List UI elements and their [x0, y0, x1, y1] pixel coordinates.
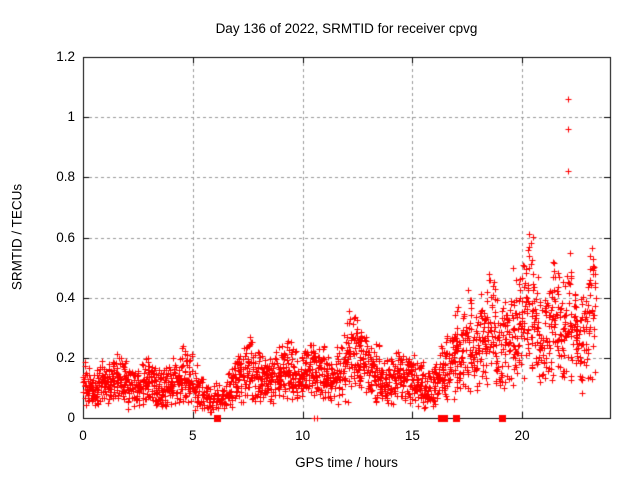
- x-tick-label: 10: [295, 428, 311, 443]
- y-tick-label: 0: [67, 410, 75, 425]
- x-tick-label: 5: [189, 428, 197, 443]
- x-tick-label: 0: [79, 428, 87, 443]
- x-tick-label: 20: [514, 428, 530, 443]
- y-tick-label: 1.2: [56, 49, 75, 64]
- x-axis-label: GPS time / hours: [295, 455, 398, 470]
- chart-title: Day 136 of 2022, SRMTID for receiver cpv…: [215, 21, 478, 36]
- y-tick-label: 0.4: [56, 289, 75, 305]
- y-axis-label: SRMTID / TECUs: [9, 183, 25, 291]
- x-tick-label: 15: [404, 428, 420, 443]
- y-tick-label: 1: [67, 109, 75, 125]
- y-tick-label: 0.6: [56, 229, 75, 245]
- y-tick-label: 0.2: [56, 349, 75, 365]
- y-tick-label: 0.8: [56, 169, 75, 185]
